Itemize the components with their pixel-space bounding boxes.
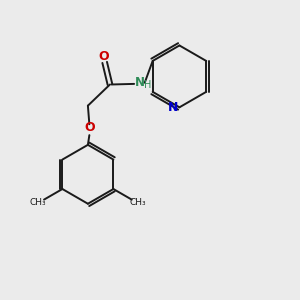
Text: N: N xyxy=(134,76,144,89)
Text: CH₃: CH₃ xyxy=(130,198,146,207)
Text: H: H xyxy=(144,80,152,90)
Text: N: N xyxy=(168,101,178,114)
Text: O: O xyxy=(98,50,109,63)
Text: CH₃: CH₃ xyxy=(29,198,46,207)
Text: O: O xyxy=(84,121,95,134)
